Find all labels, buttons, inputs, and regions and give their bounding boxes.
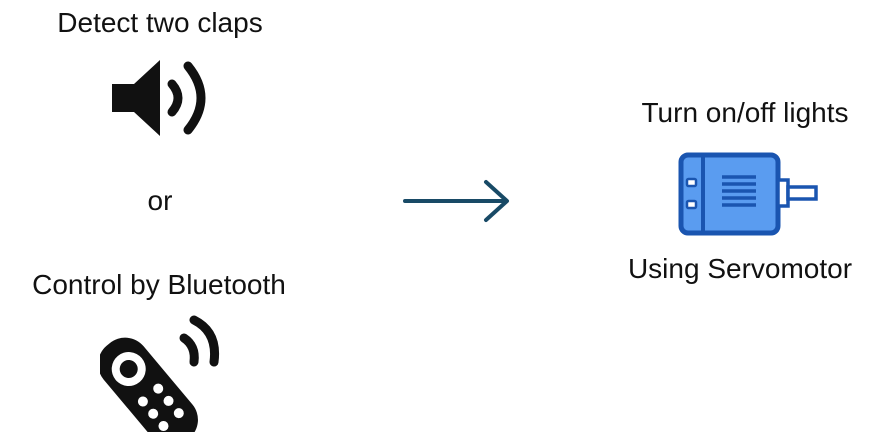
detect-claps-label: Detect two claps (57, 7, 263, 38)
using-servomotor-label: Using Servomotor (627, 253, 853, 284)
control-bluetooth-label: Control by Bluetooth (32, 269, 286, 300)
speaker-volume-icon (112, 60, 206, 136)
right-arrow-icon (403, 180, 509, 222)
remote-control-icon (100, 315, 220, 432)
turn-lights-label: Turn on/off lights (641, 97, 849, 128)
or-label: or (147, 185, 173, 216)
servomotor-icon (678, 152, 818, 236)
